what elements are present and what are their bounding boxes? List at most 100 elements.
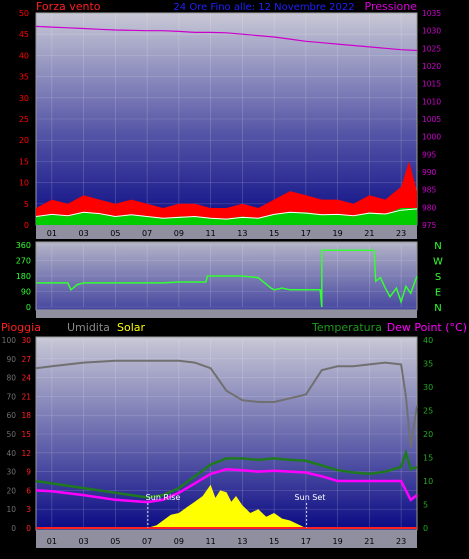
compass-tick-3-W: W [433, 257, 443, 268]
wind-gust-area [36, 161, 417, 225]
direction-line [36, 249, 418, 308]
pressure-axis-title: Pressione [365, 0, 418, 13]
bot-hour-07: 07 [142, 537, 152, 546]
sun-rise-label: Sun Rise [146, 493, 181, 502]
direction-tick-270: 270 [16, 257, 31, 266]
rain-tick-0: 0 [26, 524, 31, 533]
wind-tick-20: 20 [19, 136, 29, 145]
top-hour-15: 15 [269, 229, 279, 238]
pressure-tick-975: 975 [422, 221, 437, 230]
temperature-axes: 0102030405060708090100036912151821242730… [2, 336, 434, 546]
wind-tick-25: 25 [19, 115, 29, 124]
rain-tick-3: 3 [26, 505, 31, 514]
direction-tick-90: 90 [21, 288, 31, 297]
humidity-tick-40: 40 [6, 449, 16, 458]
pressure-tick-1000: 1000 [422, 133, 441, 142]
bot-hour-21: 21 [364, 537, 374, 546]
temp-tick-5: 5 [423, 501, 428, 510]
pressure-tick-1025: 1025 [422, 44, 441, 53]
direction-grid [36, 244, 417, 308]
compass-tick-0-N: N [434, 303, 441, 314]
top-hour-09: 09 [174, 229, 184, 238]
legend-umidita: Umidita [67, 321, 110, 334]
compass-tick-4-N: N [434, 241, 441, 252]
rain-tick-24: 24 [21, 374, 31, 383]
temp-tick-25: 25 [423, 407, 433, 416]
humidity-tick-20: 20 [6, 486, 16, 495]
direction-series [36, 249, 418, 308]
sun-set-label: Sun Set [295, 493, 326, 502]
wind-pressure-series [35, 25, 418, 225]
humidity-tick-50: 50 [6, 430, 16, 439]
direction-tick-0: 0 [26, 303, 31, 312]
legend-temperatura: Temperatura [311, 321, 382, 334]
bot-hour-band [36, 530, 417, 548]
rain-tick-27: 27 [21, 355, 31, 364]
humidity-tick-30: 30 [6, 468, 16, 477]
humidity-line [35, 359, 418, 448]
pressure-tick-1035: 1035 [422, 9, 441, 18]
bot-hour-03: 03 [79, 537, 89, 546]
legend-pioggia: Pioggia [1, 321, 41, 334]
pressure-tick-1030: 1030 [422, 27, 441, 36]
pressure-tick-995: 995 [422, 150, 437, 159]
top-hour-03: 03 [79, 229, 89, 238]
wind-tick-45: 45 [19, 30, 29, 39]
bot-hour-23: 23 [396, 537, 406, 546]
bot-hour-09: 09 [174, 537, 184, 546]
bot-hour-13: 13 [237, 537, 247, 546]
temp-tick-20: 20 [423, 430, 433, 439]
compass-tick-2-S: S [435, 272, 441, 283]
humidity-tick-100: 100 [2, 336, 17, 345]
top-hour-19: 19 [333, 229, 343, 238]
bot-hour-17: 17 [301, 537, 311, 546]
humidity-tick-90: 90 [6, 355, 16, 364]
wind-pressure-axes: 0510152025303540455097598098599099510001… [19, 9, 442, 238]
rain-tick-18: 18 [21, 411, 31, 420]
rain-tick-30: 30 [21, 336, 31, 345]
rain-tick-15: 15 [21, 430, 31, 439]
temp-tick-15: 15 [423, 454, 433, 463]
top-hour-05: 05 [110, 229, 120, 238]
top-hour-13: 13 [237, 229, 247, 238]
legend-solar: Solar [117, 321, 146, 334]
solar-area [36, 484, 417, 528]
temperature-grid [36, 339, 417, 529]
pressure-tick-1005: 1005 [422, 115, 441, 124]
temperature-line [35, 448, 418, 499]
temp-tick-10: 10 [423, 477, 433, 486]
pressure-tick-1015: 1015 [422, 80, 441, 89]
top-hour-band [36, 225, 417, 239]
bot-hour-05: 05 [110, 537, 120, 546]
humidity-tick-80: 80 [6, 374, 16, 383]
wind-speed-area [36, 208, 417, 225]
bot-hour-15: 15 [269, 537, 279, 546]
pressure-tick-1020: 1020 [422, 62, 441, 71]
bot-hour-11: 11 [206, 537, 216, 546]
direction-tick-360: 360 [16, 241, 31, 250]
pressure-tick-985: 985 [422, 186, 437, 195]
bot-hour-01: 01 [47, 537, 57, 546]
top-hour-21: 21 [364, 229, 374, 238]
rain-tick-21: 21 [21, 392, 31, 401]
wind-tick-30: 30 [19, 94, 29, 103]
top-hour-17: 17 [301, 229, 311, 238]
top-hour-23: 23 [396, 229, 406, 238]
temp-tick-40: 40 [423, 336, 433, 345]
temperature-series [35, 359, 418, 529]
wind-tick-35: 35 [19, 73, 29, 82]
wind-average-line [35, 208, 418, 220]
top-hour-11: 11 [206, 229, 216, 238]
temp-tick-35: 35 [423, 360, 433, 369]
top-hour-01: 01 [47, 229, 57, 238]
wind-tick-50: 50 [19, 9, 29, 18]
legend-dewpoint: Dew Point (°C) [387, 321, 467, 334]
temp-tick-0: 0 [423, 524, 428, 533]
rain-tick-6: 6 [26, 486, 31, 495]
humidity-tick-70: 70 [6, 392, 16, 401]
pressure-tick-980: 980 [422, 203, 437, 212]
rain-tick-12: 12 [21, 449, 31, 458]
pressure-line [35, 25, 418, 52]
wind-tick-5: 5 [24, 200, 29, 209]
